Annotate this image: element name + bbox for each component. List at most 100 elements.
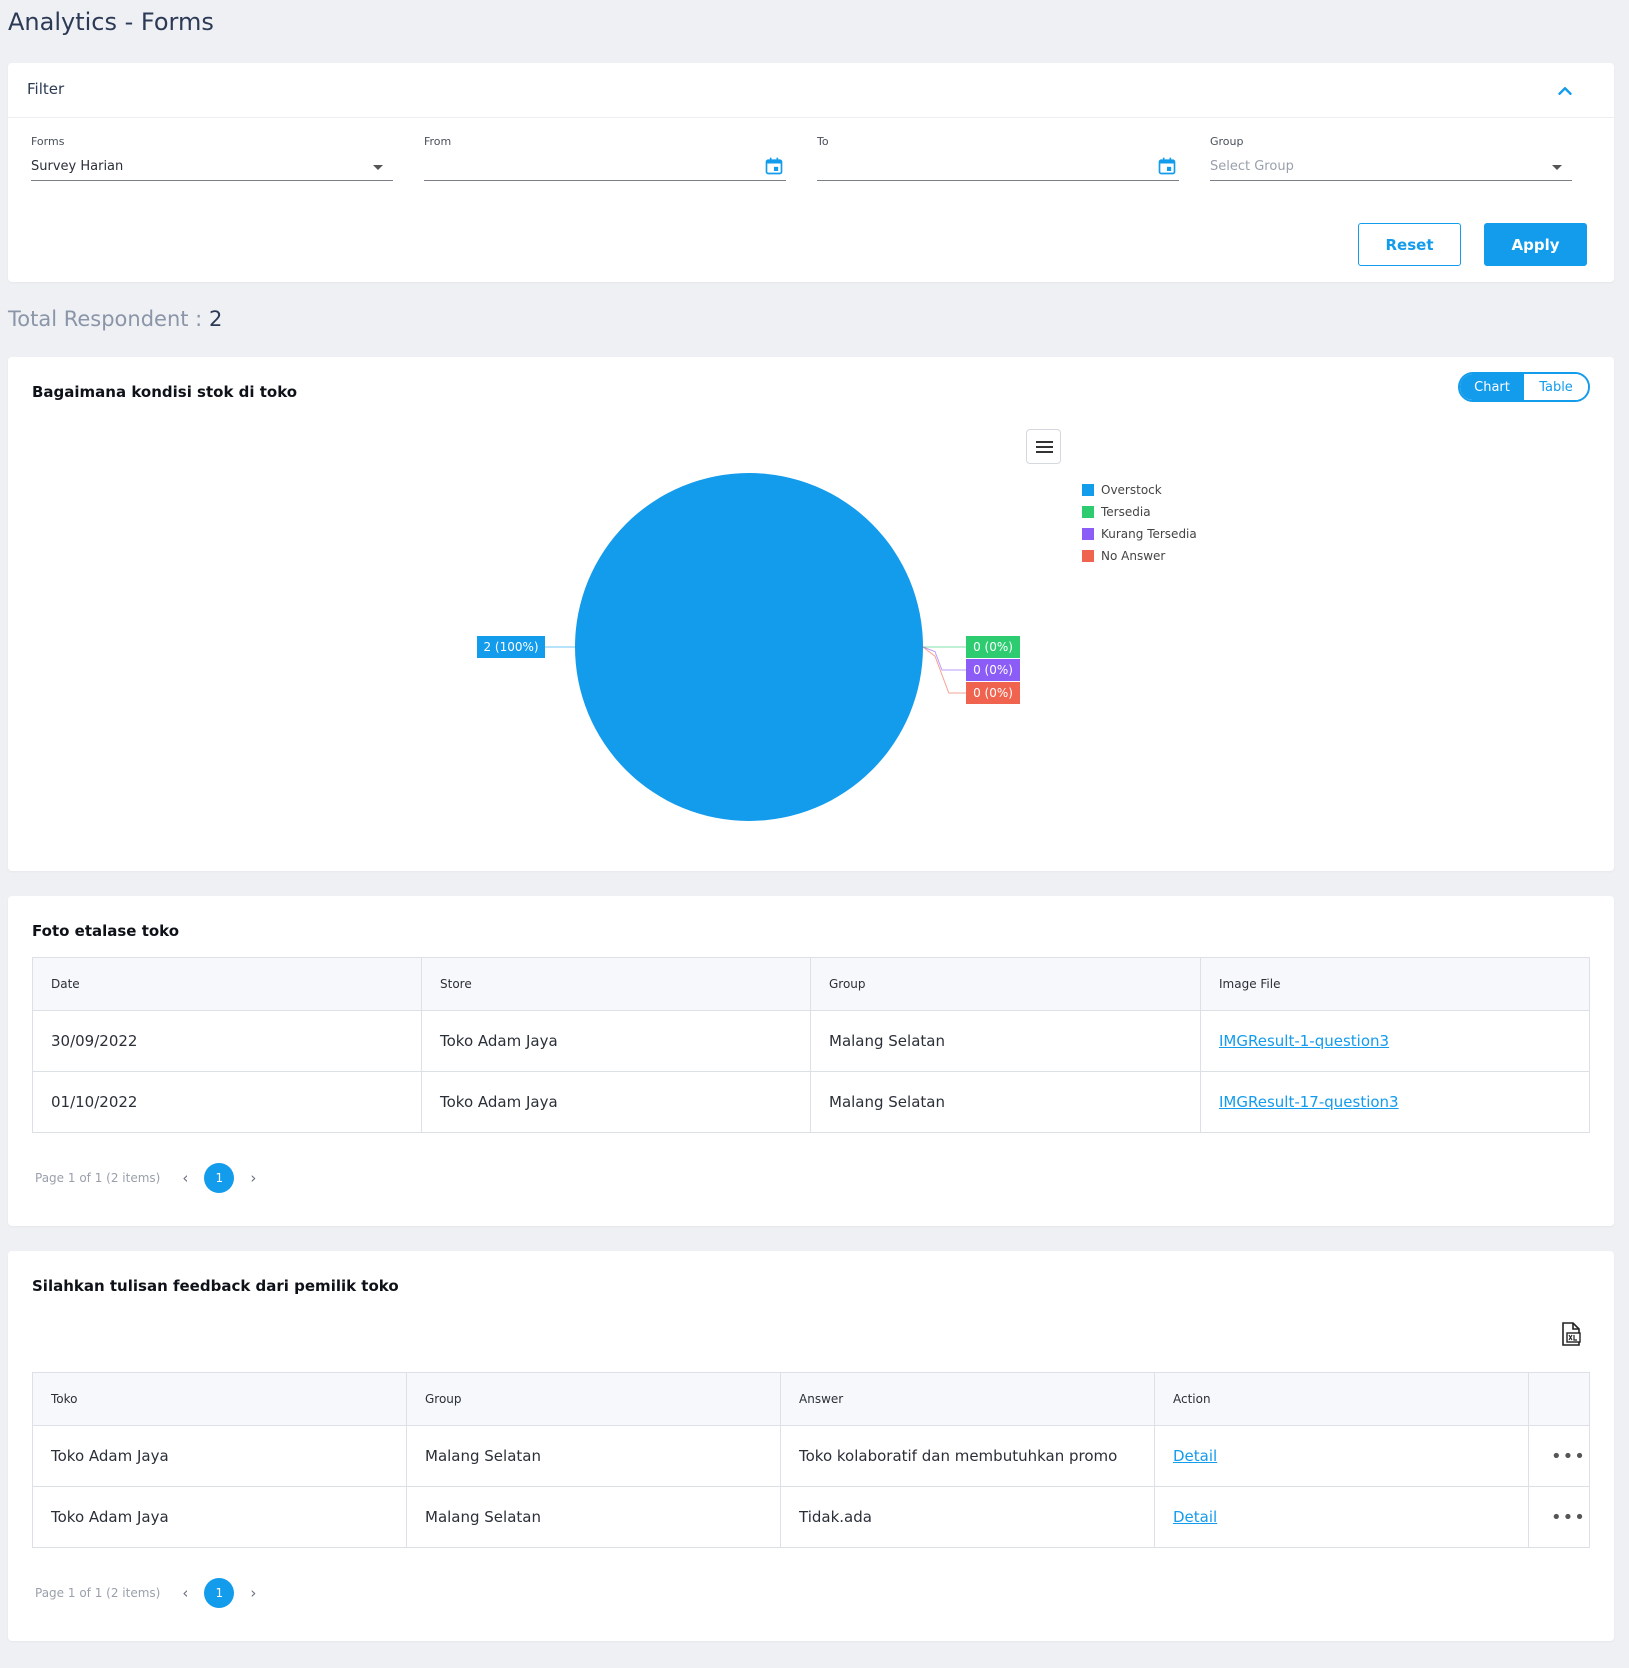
detail-link[interactable]: Detail [1173, 1447, 1218, 1465]
page-button-current[interactable]: 1 [204, 1578, 235, 1608]
legend-item[interactable]: Tersedia [1082, 505, 1151, 519]
filter-card: Filter Forms Survey Harian From To [8, 63, 1614, 282]
from-date-field[interactable]: From [424, 135, 786, 181]
pie-data-label: 0 (0%) [966, 636, 1020, 658]
cell-date: 30/09/2022 [32, 1010, 422, 1072]
table-row: 30/09/2022 Toko Adam Jaya Malang Selatan… [32, 1010, 1590, 1072]
cell-image-file: IMGResult-17-question3 [1200, 1071, 1590, 1133]
image-file-link[interactable]: IMGResult-17-question3 [1219, 1093, 1399, 1111]
apply-button[interactable]: Apply [1484, 223, 1587, 266]
to-label: To [817, 135, 829, 148]
group-placeholder: Select Group [1210, 159, 1294, 174]
calendar-icon[interactable] [764, 156, 784, 176]
hamburger-icon [1036, 441, 1053, 443]
cell-image-file: IMGResult-1-question3 [1200, 1010, 1590, 1072]
legend-item[interactable]: No Answer [1082, 549, 1165, 563]
pie-data-label: 0 (0%) [966, 682, 1020, 704]
column-header-more [1528, 1372, 1590, 1426]
pie-data-label: 2 (100%) [477, 636, 545, 658]
pie-label-connector [922, 646, 966, 694]
view-toggle[interactable]: Chart Table [1458, 372, 1590, 402]
chart-toggle-button[interactable]: Chart [1460, 374, 1524, 400]
group-label: Group [1210, 135, 1244, 148]
column-header-group[interactable]: Group [406, 1372, 781, 1426]
table-header-row: Toko Group Answer Action [32, 1372, 1590, 1426]
table-row: Toko Adam Jaya Malang Selatan Toko kolab… [32, 1425, 1590, 1487]
photo-section-title: Foto etalase toko [32, 922, 180, 940]
pie-label-connector [922, 646, 966, 671]
column-header-action[interactable]: Action [1154, 1372, 1529, 1426]
pie-slice-overstock[interactable] [575, 473, 923, 821]
cell-store: Toko Adam Jaya [421, 1071, 811, 1133]
column-header-answer[interactable]: Answer [780, 1372, 1155, 1426]
chart-menu-button[interactable] [1026, 429, 1061, 464]
legend-swatch [1082, 528, 1094, 540]
calendar-icon[interactable] [1157, 156, 1177, 176]
detail-link[interactable]: Detail [1173, 1508, 1218, 1526]
forms-select[interactable]: Forms Survey Harian [31, 135, 393, 181]
caret-down-icon [373, 165, 383, 170]
pie-chart [545, 473, 966, 821]
cell-answer: Tidak.ada [780, 1486, 1155, 1548]
cell-toko: Toko Adam Jaya [32, 1425, 407, 1487]
next-page-icon[interactable]: › [250, 1584, 257, 1602]
photo-table: Date Store Group Image File 30/09/2022 T… [32, 957, 1590, 1133]
page-button-current[interactable]: 1 [204, 1163, 235, 1193]
more-options-icon[interactable]: ••• [1551, 1506, 1586, 1528]
prev-page-icon[interactable]: ‹ [182, 1169, 189, 1187]
total-respondent: Total Respondent : 2 [8, 307, 222, 331]
table-row: Toko Adam Jaya Malang Selatan Tidak.ada … [32, 1486, 1590, 1548]
legend-label: Kurang Tersedia [1101, 527, 1197, 541]
prev-page-icon[interactable]: ‹ [182, 1584, 189, 1602]
cell-action: Detail [1154, 1425, 1529, 1487]
feedback-card: Silahkan tulisan feedback dari pemilik t… [8, 1251, 1614, 1641]
to-date-field[interactable]: To [817, 135, 1179, 181]
cell-answer: Toko kolaboratif dan membutuhkan promo [780, 1425, 1155, 1487]
cell-action: Detail [1154, 1486, 1529, 1548]
legend-swatch [1082, 484, 1094, 496]
cell-group: Malang Selatan [406, 1486, 781, 1548]
cell-more: ••• [1528, 1486, 1590, 1548]
legend-item[interactable]: Kurang Tersedia [1082, 527, 1197, 541]
pagination: Page 1 of 1 (2 items) ‹ 1 › [35, 1578, 256, 1608]
cell-group: Malang Selatan [406, 1425, 781, 1487]
column-header-group[interactable]: Group [810, 957, 1201, 1011]
cell-toko: Toko Adam Jaya [32, 1486, 407, 1548]
chevron-up-icon[interactable] [1554, 80, 1576, 102]
legend-label: Overstock [1101, 483, 1162, 497]
legend-label: Tersedia [1101, 505, 1151, 519]
column-header-image-file[interactable]: Image File [1200, 957, 1590, 1011]
pie-data-label: 0 (0%) [966, 659, 1020, 681]
forms-label: Forms [31, 135, 65, 148]
from-label: From [424, 135, 452, 148]
total-respondent-value: 2 [208, 307, 223, 331]
photo-card: Foto etalase toko Date Store Group Image… [8, 896, 1614, 1226]
feedback-table: Toko Group Answer Action Toko Adam Jaya … [32, 1372, 1590, 1548]
caret-down-icon [1552, 165, 1562, 170]
more-options-icon[interactable]: ••• [1551, 1445, 1586, 1467]
group-select[interactable]: Group Select Group [1210, 135, 1572, 181]
cell-group: Malang Selatan [810, 1071, 1201, 1133]
table-row: 01/10/2022 Toko Adam Jaya Malang Selatan… [32, 1071, 1590, 1133]
feedback-section-title: Silahkan tulisan feedback dari pemilik t… [32, 1277, 399, 1295]
chart-title: Bagaimana kondisi stok di toko [32, 383, 298, 401]
export-excel-icon[interactable] [1560, 1322, 1582, 1346]
cell-more: ••• [1528, 1425, 1590, 1487]
filter-header[interactable]: Filter [8, 63, 1614, 118]
next-page-icon[interactable]: › [250, 1169, 257, 1187]
cell-date: 01/10/2022 [32, 1071, 422, 1133]
legend-item[interactable]: Overstock [1082, 483, 1162, 497]
image-file-link[interactable]: IMGResult-1-question3 [1219, 1032, 1390, 1050]
page-title: Analytics - Forms [8, 8, 214, 36]
legend-swatch [1082, 506, 1094, 518]
column-header-date[interactable]: Date [32, 957, 422, 1011]
legend-label: No Answer [1101, 549, 1166, 563]
column-header-store[interactable]: Store [421, 957, 811, 1011]
table-toggle-button[interactable]: Table [1524, 374, 1588, 400]
reset-button[interactable]: Reset [1358, 223, 1461, 266]
column-header-toko[interactable]: Toko [32, 1372, 407, 1426]
legend-swatch [1082, 550, 1094, 562]
chart-card: Bagaimana kondisi stok di toko Chart Tab… [8, 357, 1614, 871]
pagination-summary: Page 1 of 1 (2 items) [35, 1171, 161, 1185]
table-header-row: Date Store Group Image File [32, 957, 1590, 1011]
